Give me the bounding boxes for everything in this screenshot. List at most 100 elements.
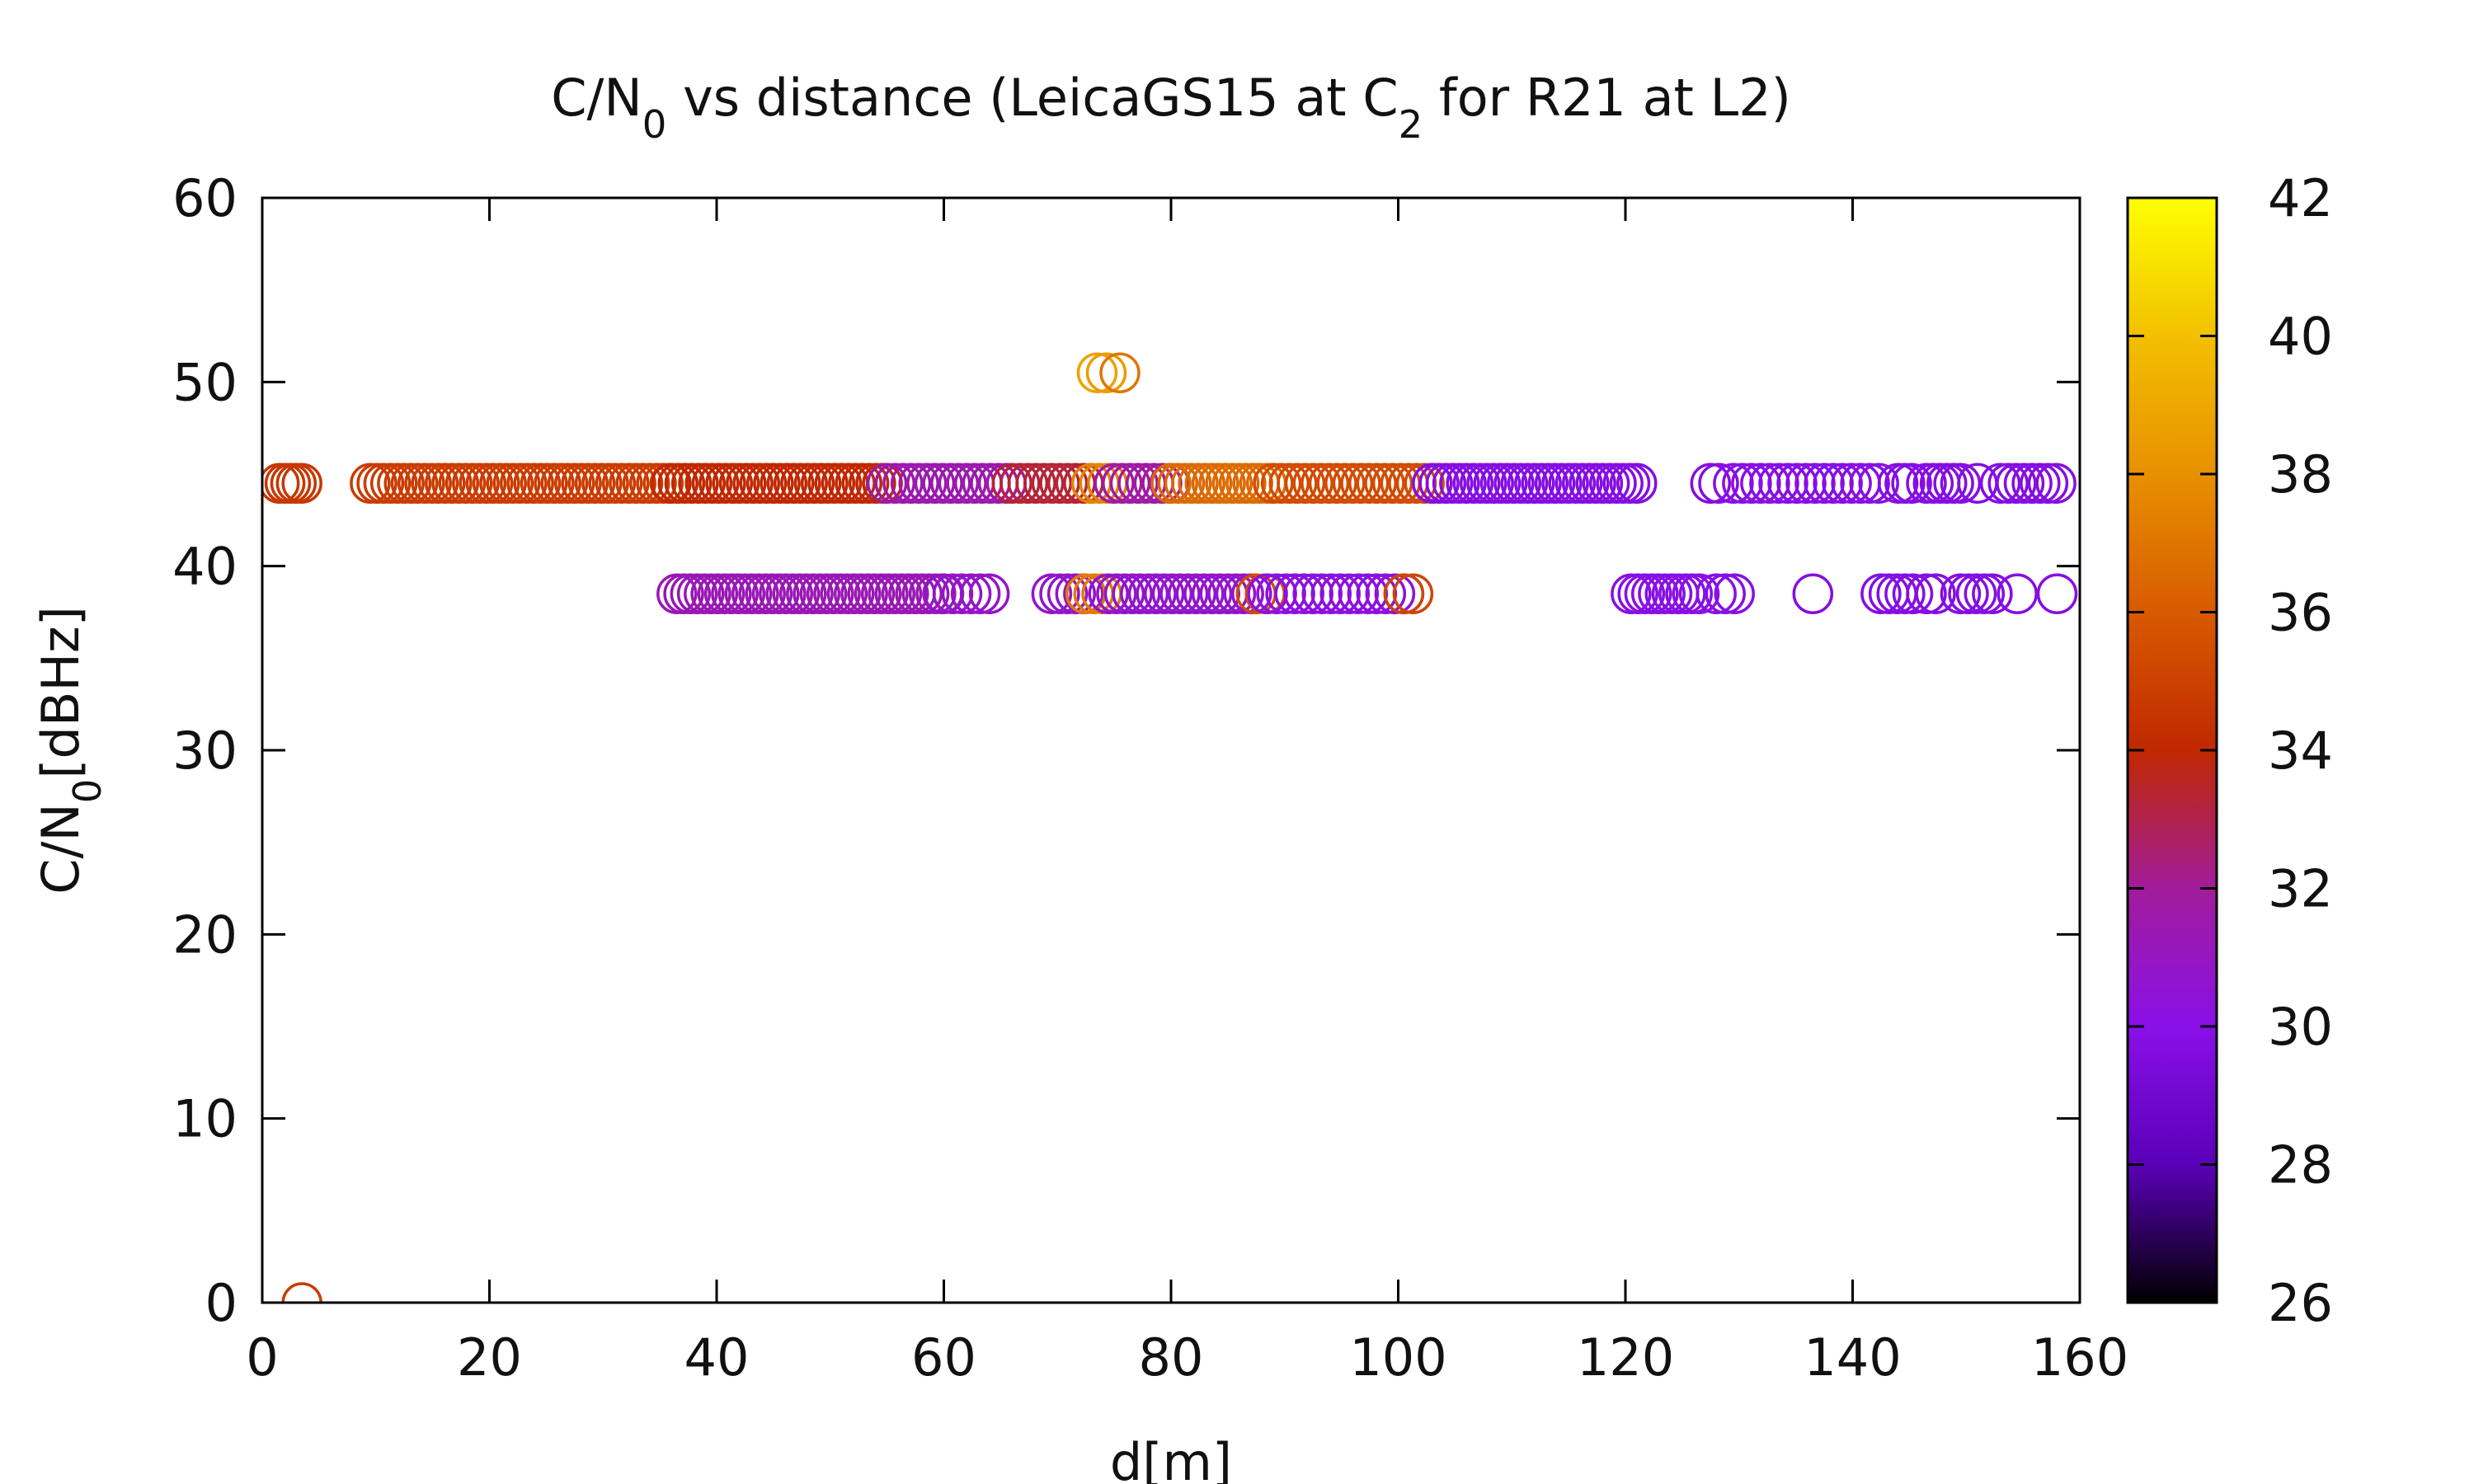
data-point	[1722, 463, 1763, 504]
data-point	[1972, 573, 2013, 614]
data-point	[946, 463, 987, 504]
data-point	[890, 463, 932, 504]
x-tick-label: 100	[1349, 1327, 1446, 1388]
data-point	[1332, 463, 1374, 504]
data-point	[922, 463, 963, 504]
data-point	[1792, 573, 1834, 614]
data-point	[1300, 463, 1342, 504]
x-tick-label: 160	[2031, 1327, 2128, 1388]
data-point	[1310, 573, 1352, 614]
data-point	[1159, 573, 1201, 614]
x-tick-label: 40	[684, 1327, 750, 1388]
data-point	[1371, 463, 1413, 504]
plot-frame	[261, 196, 2081, 1304]
data-point	[1301, 573, 1343, 614]
data-point	[1404, 463, 1445, 504]
data-point	[923, 573, 965, 614]
data-point	[1996, 463, 2037, 504]
data-point	[999, 463, 1041, 504]
data-point	[1940, 573, 1982, 614]
data-point	[2011, 463, 2053, 504]
data-point	[1015, 463, 1056, 504]
data-point	[1987, 463, 2029, 504]
data-point	[1767, 463, 1808, 504]
data-point	[1143, 573, 1185, 614]
data-point	[1356, 573, 1398, 614]
data-point	[1265, 573, 1306, 614]
data-point	[1102, 463, 1143, 504]
x-tick-label: 60	[911, 1327, 976, 1388]
data-point	[1997, 573, 2038, 614]
y-tick-label: 0	[205, 1273, 238, 1333]
data-point	[1175, 573, 1217, 614]
x-axis-label: d[m]	[1110, 1432, 1232, 1484]
data-point	[1696, 573, 1737, 614]
data-point	[1277, 463, 1318, 504]
data-point	[1776, 463, 1818, 504]
data-point	[1740, 463, 1781, 504]
data-point	[1678, 573, 1720, 614]
data-point	[1141, 463, 1183, 504]
data-point	[941, 573, 983, 614]
data-point	[1714, 573, 1755, 614]
data-point	[1039, 573, 1080, 614]
data-point	[1039, 463, 1080, 504]
data-points	[262, 352, 2078, 1303]
data-point	[1023, 463, 1065, 504]
data-point	[2035, 463, 2077, 504]
y-axis-label: C/N0[dBHz]	[31, 606, 110, 895]
data-point	[1088, 573, 1129, 614]
data-point	[1731, 463, 1772, 504]
data-point	[1906, 573, 1947, 614]
data-point	[932, 573, 974, 614]
data-point	[991, 463, 1032, 504]
data-point	[1365, 573, 1407, 614]
y-tick-label: 10	[172, 1089, 238, 1149]
data-point	[968, 573, 1010, 614]
data-point	[1099, 352, 1141, 393]
data-point	[898, 463, 939, 504]
data-point	[1940, 463, 1982, 504]
data-point	[1096, 573, 1137, 614]
colorbar-tick-label: 30	[2268, 997, 2333, 1057]
x-tick-label: 20	[457, 1327, 522, 1388]
data-point	[1964, 573, 2006, 614]
data-point	[281, 463, 322, 504]
data-point	[1392, 573, 1434, 614]
data-point	[1274, 573, 1315, 614]
data-point	[1364, 463, 1405, 504]
x-axis: 0 20 40 60 80 100 120 140 160	[246, 198, 2128, 1388]
data-point	[1340, 463, 1381, 504]
data-point	[1117, 463, 1159, 504]
colorbar-tick-label: 32	[2268, 859, 2333, 919]
data-point	[1167, 573, 1209, 614]
data-point	[1103, 573, 1145, 614]
y-tick-label: 60	[172, 168, 238, 228]
data-point	[938, 463, 980, 504]
data-point	[1047, 573, 1089, 614]
data-point	[281, 1282, 322, 1303]
data-point	[1915, 573, 1956, 614]
data-point	[1253, 463, 1294, 504]
data-point	[1256, 573, 1297, 614]
colorbar-tick-label: 28	[2268, 1135, 2333, 1195]
data-point	[1804, 463, 1845, 504]
data-point	[1705, 573, 1746, 614]
data-point	[1979, 463, 2021, 504]
colorbar-tick-label: 36	[2268, 583, 2333, 643]
data-point	[1616, 463, 1658, 504]
data-point	[1690, 463, 1732, 504]
data-point	[930, 463, 971, 504]
x-tick-label: 80	[1139, 1327, 1204, 1388]
data-point	[1076, 352, 1118, 393]
data-point	[1183, 573, 1225, 614]
data-point	[1324, 463, 1366, 504]
x-tick-label: 120	[1577, 1327, 1674, 1388]
data-point	[1319, 573, 1361, 614]
data-point	[1758, 463, 1799, 504]
data-point	[914, 463, 956, 504]
data-point	[1085, 352, 1127, 393]
data-point	[1284, 463, 1326, 504]
data-point	[1948, 573, 1989, 614]
data-point	[1151, 573, 1193, 614]
